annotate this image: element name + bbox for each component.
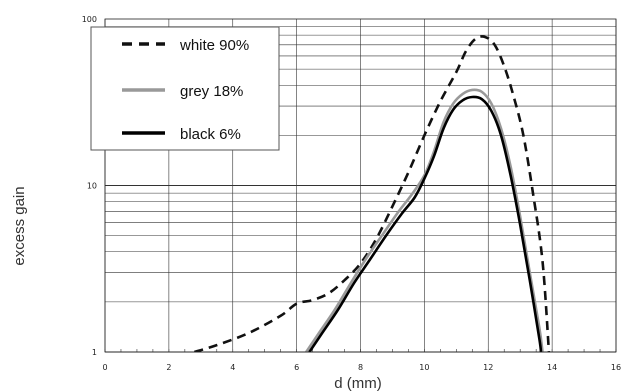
plot-frame (104, 18, 617, 353)
x-tick-label: 6 (294, 363, 299, 372)
x-tick-label: 10 (419, 363, 429, 372)
legend-label-white: white 90% (179, 37, 249, 54)
series-line-0 (194, 35, 551, 352)
legend-label-grey: grey 18% (180, 83, 243, 100)
series-layer (194, 35, 551, 352)
x-tick-label: 2 (166, 363, 171, 372)
x-tick-label: 16 (611, 363, 621, 372)
grid (104, 19, 617, 353)
x-tick-label: 8 (358, 363, 363, 372)
legend-label-black: black 6% (180, 126, 241, 143)
legend: white 90% grey 18% black 6% (90, 26, 280, 151)
x-tick-label: 12 (483, 363, 493, 372)
tick-labels: 0 2 4 6 8 10 12 14 16 1 10 100 (82, 15, 621, 372)
y-tick-label: 10 (87, 182, 97, 191)
x-tick-label: 0 (102, 363, 107, 372)
series-line-1 (305, 88, 544, 352)
x-axis-title: d (mm) (334, 375, 382, 392)
x-tick-label: 14 (547, 363, 557, 372)
y-tick-label: 100 (82, 15, 97, 24)
y-axis-title: excess gain (11, 186, 28, 265)
series-line-2 (308, 95, 543, 352)
x-tick-label: 4 (230, 363, 235, 372)
y-tick-label: 1 (92, 348, 97, 357)
